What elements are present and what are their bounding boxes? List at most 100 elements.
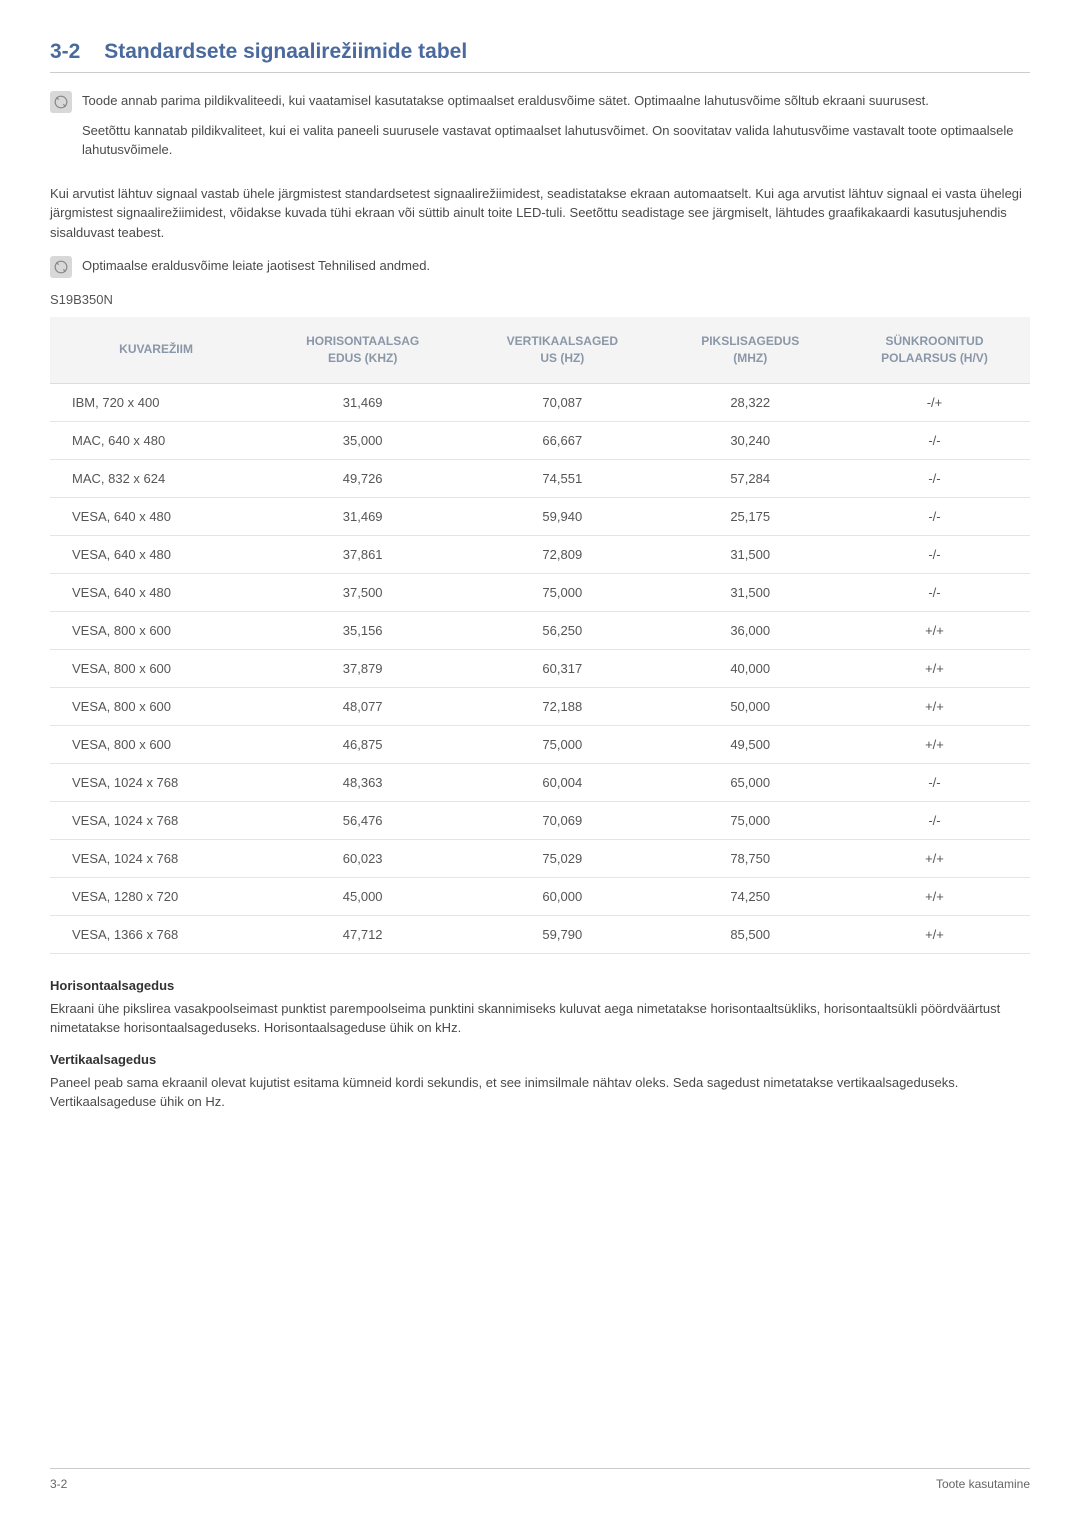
table-row: VESA, 800 x 60037,87960,31740,000+/+ — [50, 649, 1030, 687]
table-cell: 48,077 — [262, 687, 463, 725]
table-cell: 46,875 — [262, 725, 463, 763]
table-cell: MAC, 640 x 480 — [50, 421, 262, 459]
table-cell: -/- — [839, 497, 1030, 535]
table-cell: 37,879 — [262, 649, 463, 687]
table-cell: 35,000 — [262, 421, 463, 459]
heading-number: 3-2 — [50, 40, 80, 63]
table-cell: VESA, 800 x 600 — [50, 687, 262, 725]
table-cell: 74,551 — [463, 459, 661, 497]
table-row: VESA, 1024 x 76856,47670,06975,000-/- — [50, 801, 1030, 839]
table-cell: VESA, 640 x 480 — [50, 535, 262, 573]
page-footer: 3-2 Toote kasutamine — [50, 1468, 1030, 1491]
table-cell: 50,000 — [661, 687, 839, 725]
signal-modes-table: KUVAREŽIIM HORISONTAALSAG EDUS (KHZ) VER… — [50, 317, 1030, 954]
table-cell: 28,322 — [661, 383, 839, 421]
table-cell: 31,500 — [661, 573, 839, 611]
note-block-2: Optimaalse eraldusvõime leiate jaotisest… — [50, 256, 1030, 278]
table-cell: 40,000 — [661, 649, 839, 687]
table-cell: -/- — [839, 459, 1030, 497]
table-cell: 31,469 — [262, 497, 463, 535]
table-cell: +/+ — [839, 687, 1030, 725]
table-cell: -/- — [839, 763, 1030, 801]
info-icon — [50, 256, 72, 278]
table-cell: VESA, 800 x 600 — [50, 649, 262, 687]
table-row: VESA, 640 x 48031,46959,94025,175-/- — [50, 497, 1030, 535]
table-row: VESA, 640 x 48037,86172,80931,500-/- — [50, 535, 1030, 573]
table-cell: 60,023 — [262, 839, 463, 877]
table-cell: MAC, 832 x 624 — [50, 459, 262, 497]
table-cell: VESA, 640 x 480 — [50, 497, 262, 535]
table-cell: 25,175 — [661, 497, 839, 535]
table-cell: VESA, 1024 x 768 — [50, 801, 262, 839]
table-cell: 36,000 — [661, 611, 839, 649]
table-cell: 72,809 — [463, 535, 661, 573]
subhead-horizontal: Horisontaalsagedus — [50, 978, 1030, 993]
table-cell: VESA, 800 x 600 — [50, 725, 262, 763]
table-row: VESA, 1280 x 72045,00060,00074,250+/+ — [50, 877, 1030, 915]
table-row: MAC, 640 x 48035,00066,66730,240-/- — [50, 421, 1030, 459]
table-cell: 59,940 — [463, 497, 661, 535]
note1-para1: Toode annab parima pildikvaliteedi, kui … — [82, 91, 1030, 111]
table-cell: 49,500 — [661, 725, 839, 763]
table-cell: +/+ — [839, 877, 1030, 915]
table-cell: VESA, 1366 x 768 — [50, 915, 262, 953]
table-cell: +/+ — [839, 915, 1030, 953]
table-cell: 57,284 — [661, 459, 839, 497]
th-vfreq: VERTIKAALSAGED US (HZ) — [463, 317, 661, 383]
table-row: VESA, 800 x 60048,07772,18850,000+/+ — [50, 687, 1030, 725]
table-cell: 56,476 — [262, 801, 463, 839]
table-cell: 75,029 — [463, 839, 661, 877]
table-cell: 49,726 — [262, 459, 463, 497]
table-row: VESA, 1024 x 76860,02375,02978,750+/+ — [50, 839, 1030, 877]
table-cell: 70,069 — [463, 801, 661, 839]
table-cell: 45,000 — [262, 877, 463, 915]
table-cell: +/+ — [839, 725, 1030, 763]
table-cell: 30,240 — [661, 421, 839, 459]
table-cell: -/- — [839, 421, 1030, 459]
table-cell: 37,861 — [262, 535, 463, 573]
table-row: IBM, 720 x 40031,46970,08728,322-/+ — [50, 383, 1030, 421]
para-horizontal: Ekraani ühe pikslirea vasakpoolseimast p… — [50, 999, 1030, 1038]
para-vertical: Paneel peab sama ekraanil olevat kujutis… — [50, 1073, 1030, 1112]
body-paragraph: Kui arvutist lähtuv signaal vastab ühele… — [50, 184, 1030, 243]
table-cell: 60,000 — [463, 877, 661, 915]
table-cell: VESA, 1280 x 720 — [50, 877, 262, 915]
table-cell: +/+ — [839, 839, 1030, 877]
table-cell: 65,000 — [661, 763, 839, 801]
subhead-vertical: Vertikaalsagedus — [50, 1052, 1030, 1067]
table-cell: 35,156 — [262, 611, 463, 649]
table-cell: 60,004 — [463, 763, 661, 801]
note1-para2: Seetõttu kannatab pildikvaliteet, kui ei… — [82, 121, 1030, 160]
model-label: S19B350N — [50, 292, 1030, 307]
note-content: Toode annab parima pildikvaliteedi, kui … — [82, 91, 1030, 170]
table-cell: VESA, 640 x 480 — [50, 573, 262, 611]
table-header-row: KUVAREŽIIM HORISONTAALSAG EDUS (KHZ) VER… — [50, 317, 1030, 383]
table-cell: 47,712 — [262, 915, 463, 953]
table-cell: 70,087 — [463, 383, 661, 421]
table-row: VESA, 1366 x 76847,71259,79085,500+/+ — [50, 915, 1030, 953]
table-cell: 31,469 — [262, 383, 463, 421]
table-cell: -/+ — [839, 383, 1030, 421]
heading-title: Standardsete signaalirežiimide tabel — [104, 40, 467, 63]
note-block-1: Toode annab parima pildikvaliteedi, kui … — [50, 91, 1030, 170]
table-row: VESA, 1024 x 76848,36360,00465,000-/- — [50, 763, 1030, 801]
table-cell: 85,500 — [661, 915, 839, 953]
table-cell: 31,500 — [661, 535, 839, 573]
th-pixel: PIKSLISAGEDUS (MHZ) — [661, 317, 839, 383]
table-cell: VESA, 800 x 600 — [50, 611, 262, 649]
footer-left: 3-2 — [50, 1477, 67, 1491]
table-cell: 48,363 — [262, 763, 463, 801]
table-cell: -/- — [839, 801, 1030, 839]
info-icon — [50, 91, 72, 113]
note2-para1: Optimaalse eraldusvõime leiate jaotisest… — [82, 256, 1030, 276]
th-hfreq: HORISONTAALSAG EDUS (KHZ) — [262, 317, 463, 383]
table-cell: -/- — [839, 535, 1030, 573]
table-cell: 66,667 — [463, 421, 661, 459]
note-content: Optimaalse eraldusvõime leiate jaotisest… — [82, 256, 1030, 276]
table-cell: +/+ — [839, 611, 1030, 649]
table-cell: 75,000 — [463, 725, 661, 763]
table-cell: 75,000 — [463, 573, 661, 611]
table-cell: 78,750 — [661, 839, 839, 877]
table-row: VESA, 640 x 48037,50075,00031,500-/- — [50, 573, 1030, 611]
table-row: MAC, 832 x 62449,72674,55157,284-/- — [50, 459, 1030, 497]
